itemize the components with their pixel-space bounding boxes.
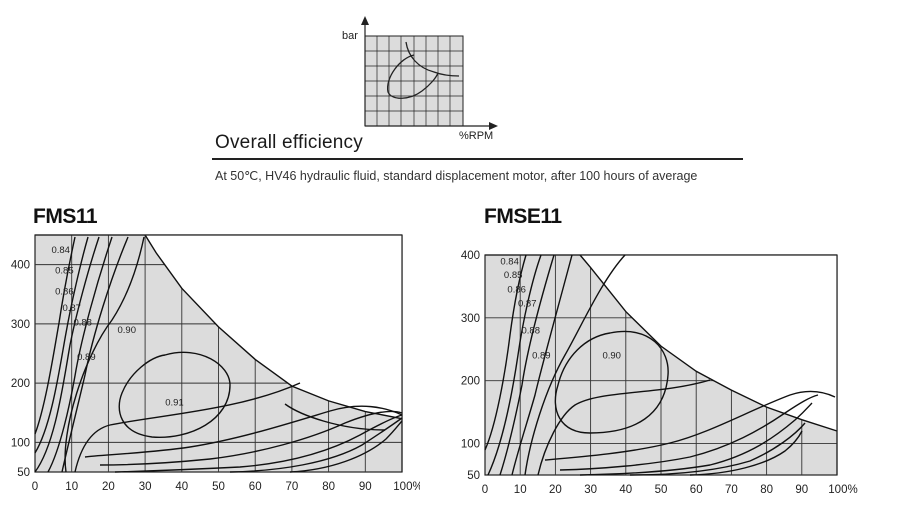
y-tick-label: 200 bbox=[11, 378, 30, 390]
x-tick-label: 10 bbox=[65, 481, 78, 493]
x-tick-label: 10 bbox=[514, 484, 527, 496]
y-tick-label: 200 bbox=[461, 376, 480, 388]
contour-label: 0.90 bbox=[118, 325, 137, 336]
y-tick-label: 300 bbox=[461, 313, 480, 325]
title-divider bbox=[212, 158, 743, 160]
contour-iso-3 bbox=[579, 402, 813, 476]
fmse11-efficiency-map: 50 100 200 300 400 0 10 20 30 40 50 60 70 80 90 100% 0… bbox=[461, 250, 858, 496]
x-tick-label: 0 bbox=[482, 484, 488, 496]
contour-iso-1 bbox=[544, 390, 836, 461]
contour-086 bbox=[34, 236, 100, 473]
contour-089 bbox=[537, 379, 711, 476]
x-tick-label: 20 bbox=[549, 484, 562, 496]
contour-label: 0.85 bbox=[55, 266, 74, 277]
x-tick-label: 50 bbox=[655, 484, 668, 496]
contour-iso-2 bbox=[559, 394, 819, 471]
x-tick-label: 40 bbox=[619, 484, 632, 496]
contour-label: 0.84 bbox=[500, 256, 519, 267]
icon-ylabel: bar bbox=[342, 30, 358, 42]
x-tick-label: 50 bbox=[212, 481, 225, 493]
x-tick-label: 20 bbox=[102, 481, 115, 493]
envelope-fill bbox=[580, 255, 837, 431]
contour-label: 0.88 bbox=[522, 325, 541, 336]
contour-084 bbox=[34, 236, 76, 435]
contour-088 bbox=[524, 254, 626, 476]
contour-iso-5 bbox=[689, 430, 803, 476]
contour-label: 0.88 bbox=[73, 318, 92, 329]
contour-label: 0.84 bbox=[51, 245, 70, 256]
contour-label: 0.89 bbox=[77, 352, 96, 363]
contour-085 bbox=[487, 254, 542, 476]
x-tick-label: 70 bbox=[286, 481, 299, 493]
y-tick-label: 50 bbox=[17, 467, 30, 479]
contour-091 bbox=[118, 351, 231, 438]
chart-title-fmse11: FMSE11 bbox=[484, 205, 562, 228]
contour-label: 0.85 bbox=[504, 270, 522, 281]
y-tick-label: 100 bbox=[461, 439, 480, 451]
y-tick-label: 100 bbox=[11, 437, 30, 449]
contour-iso-5 bbox=[289, 420, 403, 473]
section-title: Overall efficiency bbox=[215, 132, 363, 153]
contour-label: 0.89 bbox=[532, 351, 551, 362]
contour-iso-1 bbox=[84, 405, 403, 458]
contour-label: 0.86 bbox=[55, 286, 74, 297]
y-tick-label: 300 bbox=[11, 319, 30, 331]
contour-087 bbox=[511, 254, 573, 476]
contour-iso-3 bbox=[114, 414, 403, 473]
contour-label: 0.90 bbox=[602, 351, 621, 362]
contour-084 bbox=[484, 254, 527, 451]
fms11-efficiency-map: 50 100 200 300 400 0 10 20 30 40 50 60 70 80 90 100% 0… bbox=[11, 234, 420, 493]
test-conditions: At 50℃, HV46 hydraulic fluid, standard d… bbox=[215, 169, 698, 183]
envelope-boundary bbox=[144, 234, 403, 420]
contour-label: 0.87 bbox=[62, 303, 81, 314]
x-tick-label: 60 bbox=[249, 481, 262, 493]
x-tick-label: 80 bbox=[760, 484, 773, 496]
contour-088 bbox=[61, 236, 129, 473]
x-tick-label: 90 bbox=[359, 481, 372, 493]
x-tick-label: 100% bbox=[393, 481, 420, 493]
x-tick-label: 90 bbox=[795, 484, 808, 496]
envelope-fill bbox=[145, 235, 402, 419]
contour-090 bbox=[554, 330, 669, 434]
contour-iso-4 bbox=[629, 422, 806, 476]
contour-label: 0.91 bbox=[165, 398, 184, 409]
contour-label: 0.87 bbox=[518, 298, 537, 309]
y-tick-label: 400 bbox=[461, 250, 480, 262]
envelope-boundary bbox=[579, 254, 838, 432]
x-tick-label: 80 bbox=[322, 481, 335, 493]
x-tick-label: 60 bbox=[690, 484, 703, 496]
contour-085 bbox=[34, 236, 89, 454]
x-tick-label: 30 bbox=[139, 481, 152, 493]
x-tick-label: 0 bbox=[32, 481, 38, 493]
x-tick-label: 100% bbox=[828, 484, 857, 496]
icon-xlabel: %RPM bbox=[459, 130, 493, 142]
x-tick-label: 70 bbox=[725, 484, 738, 496]
contour-label: 0.86 bbox=[507, 285, 526, 296]
y-tick-label: 400 bbox=[11, 260, 30, 272]
contour-iso-6 bbox=[284, 403, 386, 431]
efficiency-map-icon: bar %RPM bbox=[342, 16, 498, 142]
contour-090 bbox=[64, 236, 145, 473]
contour-iso-2 bbox=[99, 410, 403, 466]
contour-086 bbox=[499, 254, 555, 476]
contour-iso-4 bbox=[229, 417, 403, 473]
contour-089 bbox=[74, 382, 301, 473]
x-tick-label: 40 bbox=[175, 481, 188, 493]
chart-title-fms11: FMS11 bbox=[33, 205, 98, 228]
contour-087 bbox=[47, 236, 113, 473]
x-tick-label: 30 bbox=[584, 484, 597, 496]
y-tick-label: 50 bbox=[467, 470, 480, 482]
